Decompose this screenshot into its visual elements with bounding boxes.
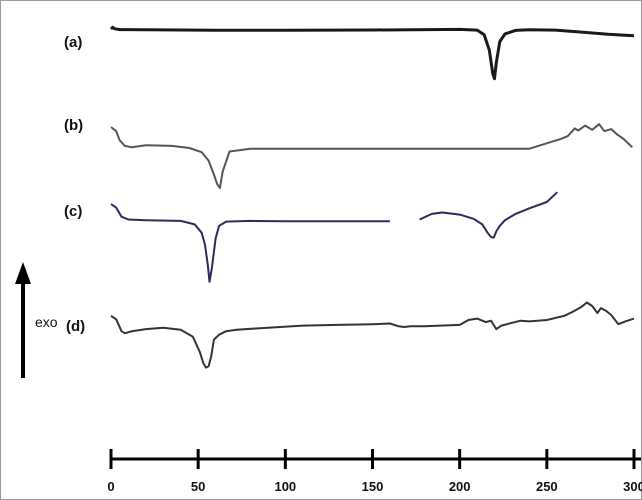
series-line-2	[110, 191, 558, 283]
exo-label: exo	[35, 314, 58, 330]
x-tick-label-2: 100	[274, 479, 296, 494]
series-line-1	[110, 123, 633, 189]
series-label-2: (c)	[64, 203, 82, 220]
exo-indicator: exo	[15, 262, 58, 378]
series-label-1: (b)	[64, 117, 83, 134]
series-line-3	[110, 301, 635, 369]
series-label-3: (d)	[66, 318, 85, 335]
curve-labels-group: (a) (b) (c) (d)	[64, 34, 85, 335]
x-tick-label-3: 150	[362, 479, 384, 494]
series-label-0: (a)	[64, 34, 82, 51]
exo-arrow-head	[15, 262, 31, 284]
x-tick-label-5: 250	[536, 479, 558, 494]
series-line-0	[109, 25, 635, 81]
x-tick-label-0: 0	[107, 479, 114, 494]
x-tick-label-6: 300	[623, 479, 642, 494]
x-tick-label-4: 200	[449, 479, 471, 494]
x-tick-label-1: 50	[191, 479, 205, 494]
curves-group	[109, 25, 635, 369]
x-axis: 0 50 100 150 200 250 300	[107, 449, 642, 494]
